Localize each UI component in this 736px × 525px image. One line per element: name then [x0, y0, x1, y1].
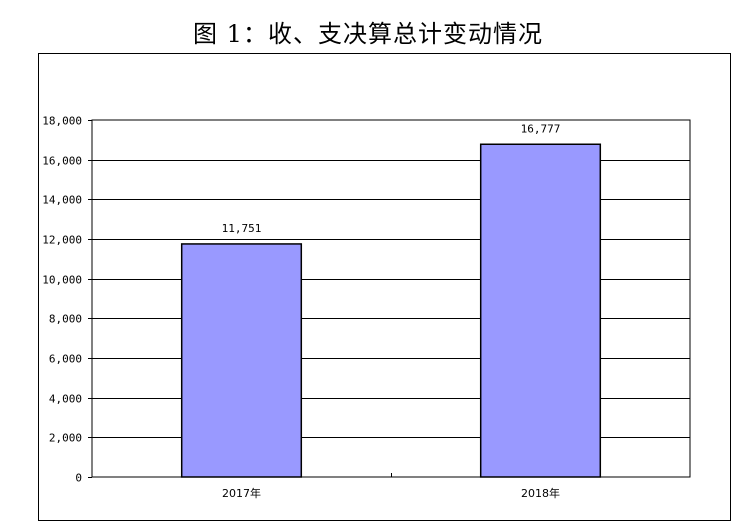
y-tick-label: 18,000 [42, 115, 82, 128]
y-tick-label: 10,000 [42, 274, 82, 287]
y-tick-label: 8,000 [49, 313, 82, 326]
y-tick-label: 16,000 [42, 155, 82, 168]
bar [180, 243, 303, 478]
y-tick-label: 4,000 [49, 393, 82, 406]
data-label: 11,751 [222, 222, 262, 235]
y-tick-label: 2,000 [49, 432, 82, 445]
y-tick-label: 6,000 [49, 353, 82, 366]
bar [479, 143, 602, 478]
data-label: 16,777 [521, 122, 561, 135]
x-category-label: 2017年 [222, 486, 261, 500]
chart-title: 图 1：收、支决算总计变动情况 [193, 20, 543, 48]
y-tick-label: 14,000 [42, 194, 82, 207]
y-tick-label: 0 [75, 472, 82, 485]
x-category-label: 2018年 [521, 486, 560, 500]
y-tick-label: 12,000 [42, 234, 82, 247]
